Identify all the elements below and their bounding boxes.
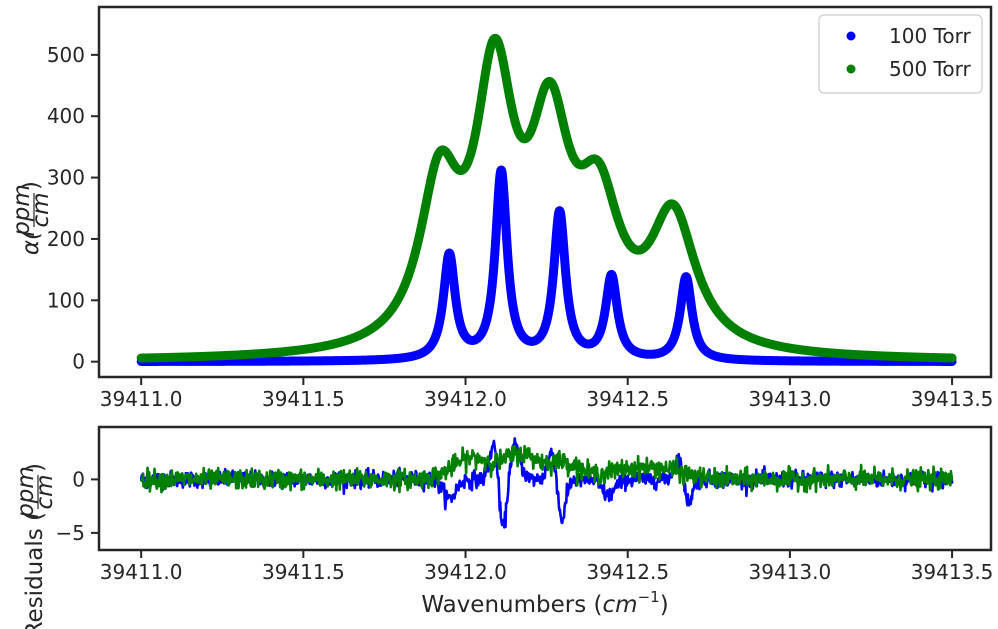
legend-label: 100 Torr bbox=[889, 24, 971, 48]
resid-y-label-frac-num: ppm bbox=[13, 466, 39, 519]
main-x-tick-label: 39412.5 bbox=[586, 387, 669, 411]
main-y-tick-label: 400 bbox=[47, 104, 85, 128]
resid-y-label-frac-den: cm bbox=[32, 474, 58, 509]
main-y-tick-label: 100 bbox=[47, 288, 85, 312]
x-label-main: Wavenumbers ( bbox=[421, 592, 602, 618]
main-y-tick-label: 500 bbox=[47, 43, 85, 67]
main-y-tick-label: 200 bbox=[47, 227, 85, 251]
absorption-panel: 39411.0 39411.5 39412.0 39412.5 39413.0 39413… bbox=[9, 5, 994, 411]
y-label-frac-den: cm bbox=[28, 192, 54, 227]
series-100-torr bbox=[136, 165, 957, 366]
residuals-panel: 39411.0 39411.5 39412.0 39412.5 39413.0 39413… bbox=[13, 425, 994, 629]
resid-y-tick-label: −5 bbox=[56, 521, 85, 545]
resid-y-label-close: ) bbox=[22, 463, 48, 472]
legend-box bbox=[818, 14, 983, 94]
main-x-tick-label: 39411.5 bbox=[262, 387, 345, 411]
main-frame bbox=[97, 5, 993, 379]
x-label-sup: −1 bbox=[638, 588, 660, 606]
main-x-tick-label: 39413.0 bbox=[749, 387, 832, 411]
legend-marker bbox=[846, 64, 856, 74]
resid-x-tick-label: 39412.0 bbox=[424, 560, 507, 584]
resid-frame bbox=[97, 425, 993, 552]
legend: 100 Torr 500 Torr bbox=[818, 14, 983, 94]
series-points bbox=[136, 33, 957, 363]
resid-x-tick-label: 39411.5 bbox=[262, 560, 345, 584]
main-y-tick-label: 0 bbox=[72, 350, 85, 374]
legend-label: 500 Torr bbox=[889, 57, 971, 81]
x-label-unit: cm bbox=[603, 592, 638, 618]
main-y-tick-label: 300 bbox=[47, 166, 85, 190]
series-points bbox=[136, 165, 957, 366]
resid-y-tick-label: 0 bbox=[72, 467, 85, 491]
residual-line bbox=[139, 444, 954, 494]
residual-500-torr bbox=[139, 444, 954, 494]
y-label-close: ) bbox=[18, 181, 44, 190]
resid-y-label-main: Residuals ( bbox=[22, 512, 48, 629]
main-x-tick-label: 39413.5 bbox=[911, 387, 994, 411]
resid-x-tick-label: 39413.0 bbox=[749, 560, 832, 584]
legend-marker bbox=[846, 31, 856, 41]
resid-x-tick-label: 39413.5 bbox=[911, 560, 994, 584]
y-label-frac-num: ppm bbox=[9, 184, 35, 237]
main-x-tick-label: 39412.0 bbox=[424, 387, 507, 411]
series-500-torr bbox=[136, 33, 957, 363]
y-label-alpha: α( bbox=[18, 230, 44, 255]
x-axis-label: Wavenumbers (cm−1) bbox=[421, 588, 668, 618]
resid-x-tick-label: 39412.5 bbox=[586, 560, 669, 584]
resid-x-tick-label: 39411.0 bbox=[100, 560, 183, 584]
x-label-close: ) bbox=[660, 592, 669, 618]
main-x-tick-label: 39411.0 bbox=[100, 387, 183, 411]
